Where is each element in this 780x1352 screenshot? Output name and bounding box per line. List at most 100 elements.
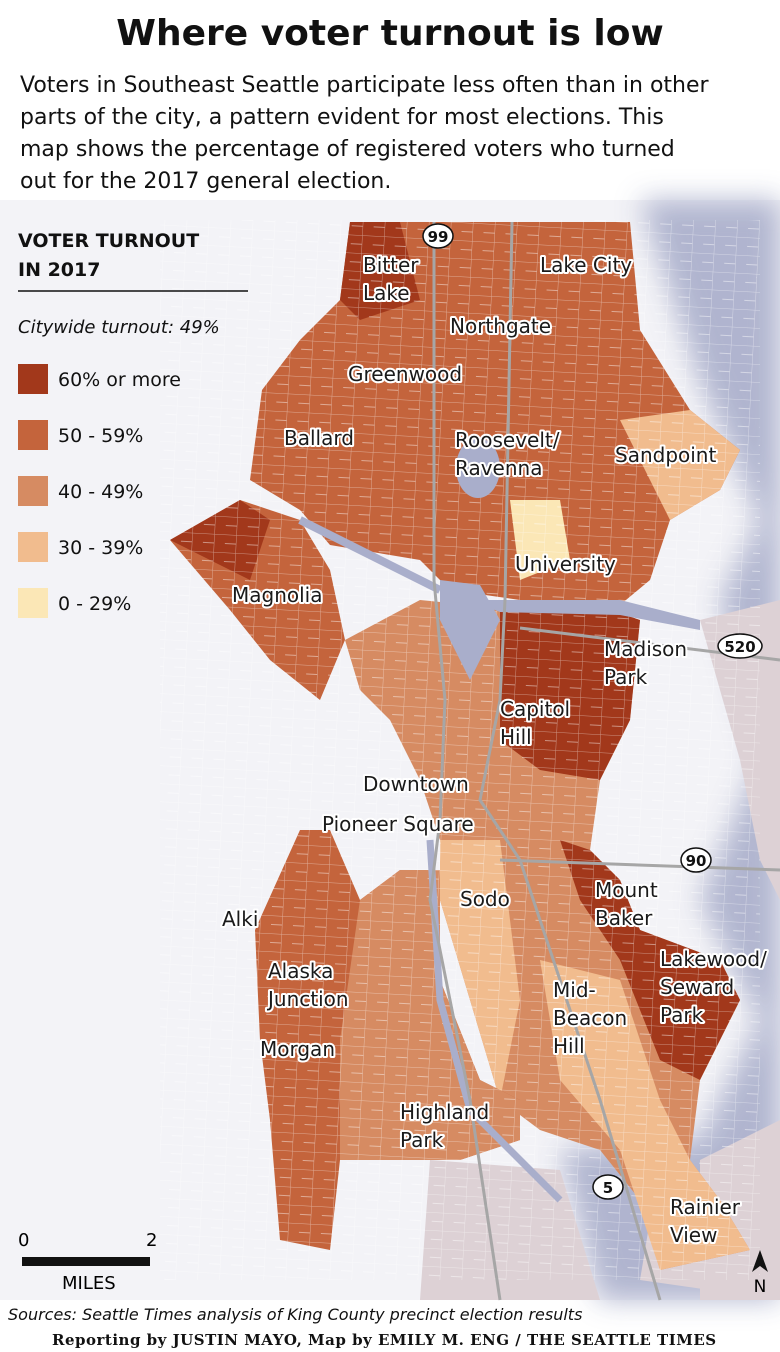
place-label-line: Lake City — [540, 253, 632, 277]
place-label-line: Park — [660, 1003, 704, 1027]
place-label: Roosevelt/Ravenna — [455, 428, 560, 480]
highway-label: 520 — [724, 638, 755, 656]
highway-90 — [499, 858, 780, 872]
place-label-line: Mid- — [553, 978, 596, 1002]
place-label: Magnolia — [232, 583, 323, 607]
legend-label: 40 - 49% — [58, 481, 143, 503]
green-lake — [456, 438, 500, 498]
place-label: Greenwood — [348, 362, 462, 386]
place-label: Northgate — [450, 314, 551, 338]
place-label: Lakewood/Seward Park — [660, 947, 767, 1027]
place-label: Bitter Lake — [363, 253, 419, 305]
legend-title: IN 2017 — [18, 259, 100, 281]
highway-shields: 99 520 90 5 — [422, 223, 763, 1200]
north-label: N — [754, 1277, 767, 1297]
place-label-line: Magnolia — [232, 583, 323, 607]
legend-label: 60% or more — [58, 369, 181, 391]
place-label: Pioneer Square — [322, 812, 474, 836]
highway-shield — [592, 1174, 624, 1200]
place-label-line: Bitter — [363, 253, 419, 277]
credit: Reporting by JUSTIN MAYO, Map by EMILY M… — [52, 1331, 717, 1349]
place-label: Rainier View — [670, 1195, 741, 1247]
legend: VOTER TURNOUT IN 2017 Citywide turnout: 49… — [18, 230, 248, 618]
place-label: Alki — [222, 907, 258, 931]
place-label-line: University — [515, 552, 616, 576]
place-label-line: Downtown — [363, 772, 469, 796]
place-label: Madison Park — [604, 637, 687, 689]
highway-shield — [422, 223, 454, 249]
scale-bar: 0 2 MILES — [18, 1230, 157, 1294]
place-label-line: Morgan — [260, 1037, 335, 1061]
subtitle-line: Voters in Southeast Seattle participate … — [20, 73, 710, 98]
place-label: University — [515, 552, 616, 576]
place-label-line: Capitol — [500, 697, 570, 721]
place-label-line: Lakewood/ — [660, 947, 767, 971]
highway-99 — [428, 222, 502, 1301]
legend-label: 50 - 59% — [58, 425, 143, 447]
north-arrow — [752, 1250, 768, 1272]
place-label-line: Lake — [363, 281, 410, 305]
basemap — [0, 200, 780, 1301]
highway-label: 90 — [686, 852, 707, 870]
place-label-line: Sandpoint — [615, 443, 716, 467]
subtitle-line: parts of the city, a pattern evident for… — [20, 105, 664, 130]
place-label-line: Roosevelt/ — [455, 428, 560, 452]
place-label-line: Hill — [553, 1034, 585, 1058]
place-label: Lake City — [540, 253, 632, 277]
subtitle: Voters in Southeast Seattle participate … — [20, 73, 710, 194]
place-label-line: Rainier — [670, 1195, 741, 1219]
place-label: Alaska Junction — [266, 959, 349, 1011]
city — [160, 220, 760, 1280]
legend-swatch — [18, 588, 48, 618]
place-label-line: Sodo — [460, 887, 510, 911]
scale-unit: MILES — [62, 1273, 116, 1294]
subtitle-line: map shows the percentage of registered v… — [20, 137, 675, 162]
ship-canal — [298, 516, 442, 594]
place-label-line: Junction — [266, 987, 349, 1011]
legend-title: VOTER TURNOUT — [18, 230, 199, 252]
place-label-line: Beacon — [553, 1006, 627, 1030]
sources: Sources: Seattle Times analysis of King … — [8, 1305, 582, 1324]
place-label-line: Highland — [400, 1100, 489, 1124]
place-label-line: Hill — [500, 725, 532, 749]
scale-bar-rect — [22, 1257, 150, 1266]
place-label: Capitol Hill — [500, 697, 570, 749]
place-label-line: Park — [400, 1128, 444, 1152]
place-label-line: Mount — [595, 878, 658, 902]
title: Where voter turnout is low — [116, 13, 664, 54]
place-labels: Bitter Lake Lake City Northgate Greenwood Bal… — [220, 251, 769, 1249]
place-label: Sodo — [460, 887, 510, 911]
place-label-line: Seward — [660, 975, 734, 999]
place-label-line: Baker — [595, 906, 653, 930]
highway-label: 99 — [428, 228, 449, 246]
place-label: Ballard — [284, 426, 354, 450]
place-label-line: View — [670, 1223, 717, 1247]
place-label-line: Pioneer Square — [322, 812, 474, 836]
highway-shield — [717, 633, 763, 659]
place-label: Mid- Beacon Hill — [553, 978, 627, 1058]
highway-5 — [478, 221, 662, 1301]
place-label: Mount Baker — [595, 878, 658, 930]
place-label-line: Northgate — [450, 314, 551, 338]
place-label-line: Ballard — [284, 426, 354, 450]
highways — [428, 221, 780, 1301]
scale-end: 2 — [146, 1230, 157, 1251]
place-label-line: Ravenna — [455, 456, 542, 480]
precinct-lines — [160, 220, 760, 1280]
place-label-line: Madison — [604, 637, 687, 661]
place-label-line: Alaska — [268, 959, 333, 983]
highway-shield — [680, 847, 712, 873]
legend-swatch — [18, 420, 48, 450]
place-label: Downtown — [363, 772, 469, 796]
legend-note: Citywide turnout: 49% — [18, 317, 220, 338]
subtitle-line: out for the 2017 general election. — [20, 169, 391, 194]
legend-swatch — [18, 476, 48, 506]
legend-swatch — [18, 532, 48, 562]
legend-label: 0 - 29% — [58, 593, 131, 615]
place-label: Highland Park — [400, 1100, 489, 1152]
scale-start: 0 — [18, 1230, 29, 1251]
place-label: Morgan — [260, 1037, 335, 1061]
place-label: Sandpoint — [615, 443, 716, 467]
